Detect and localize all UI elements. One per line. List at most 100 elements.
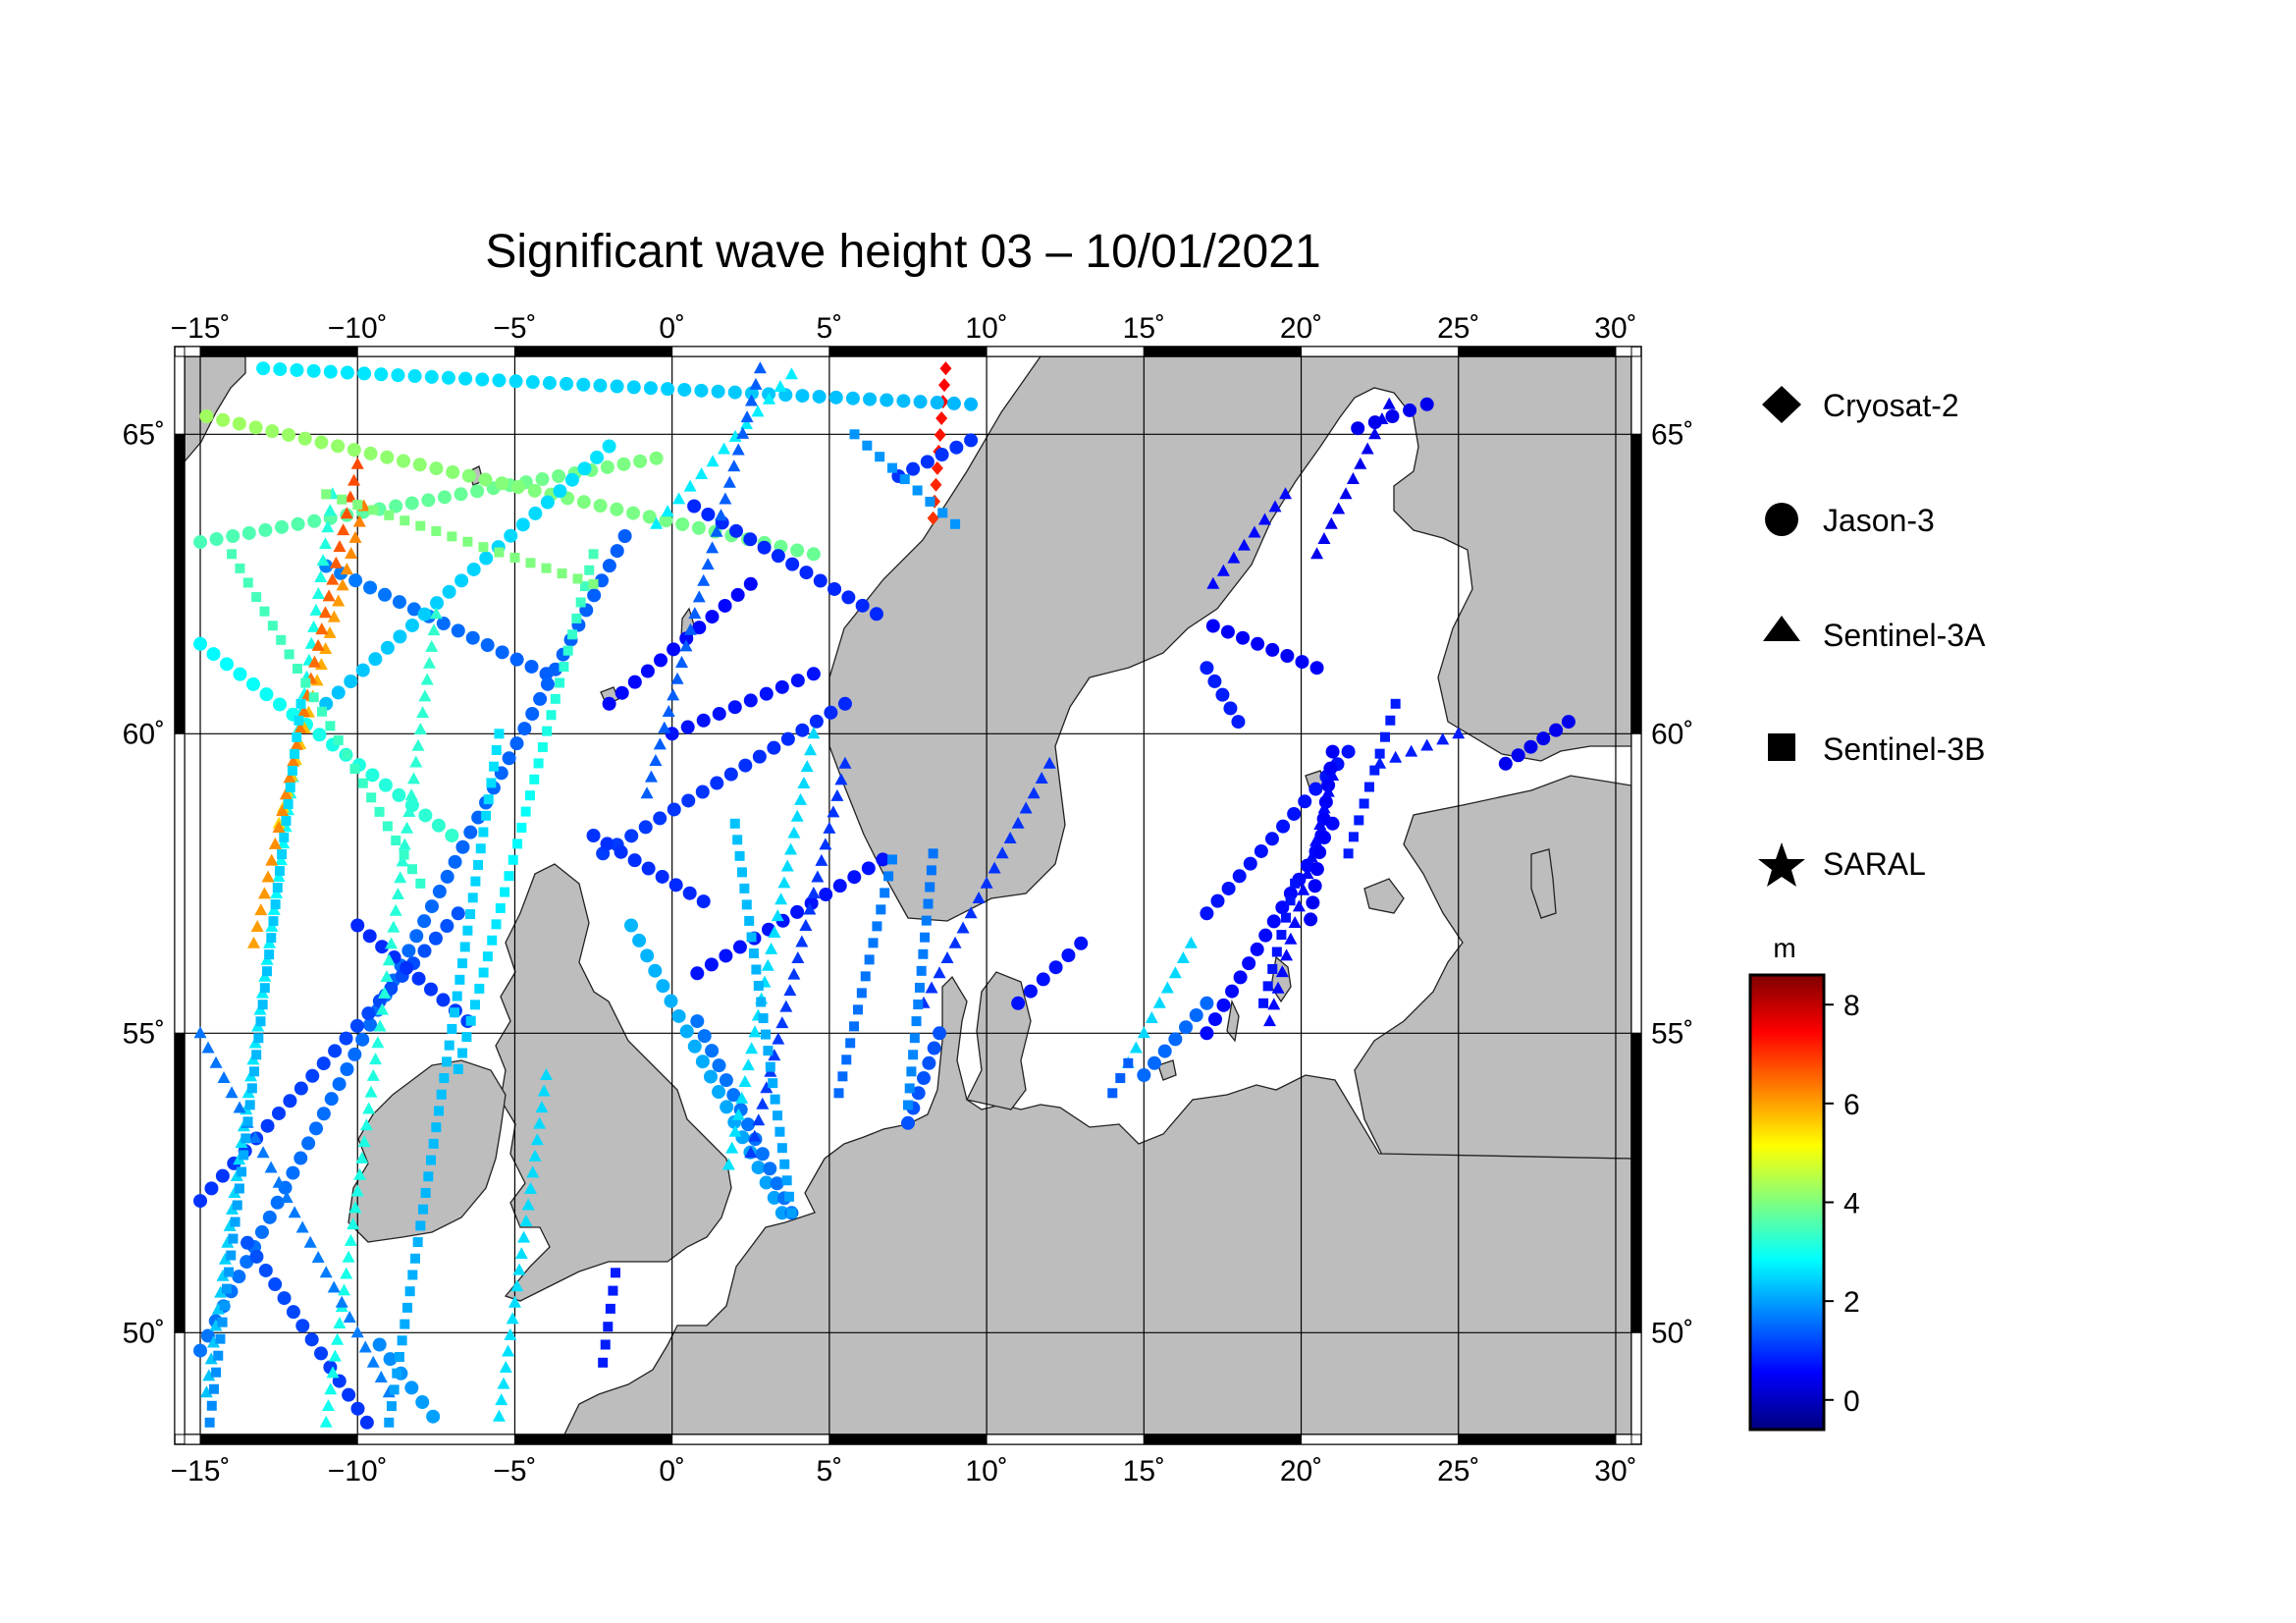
jason-3-point bbox=[220, 657, 235, 672]
sentinel-3a-point bbox=[741, 1058, 755, 1071]
jason-3-point bbox=[332, 1077, 347, 1092]
frame-band-bottom bbox=[513, 1434, 673, 1445]
jason-3-point bbox=[653, 811, 667, 826]
jason-3-point bbox=[1200, 661, 1214, 676]
jason-3-point bbox=[454, 487, 468, 502]
sentinel-3a-point bbox=[1436, 732, 1450, 745]
sentinel-3b-point bbox=[525, 558, 536, 568]
sentinel-3a-point bbox=[1227, 551, 1241, 564]
sentinel-3a-point bbox=[504, 1327, 517, 1340]
jason-3-point bbox=[232, 1270, 246, 1284]
sentinel-3a-point bbox=[248, 1131, 262, 1144]
jason-3-point bbox=[271, 1106, 286, 1120]
sentinel-3a-point bbox=[800, 760, 814, 773]
jason-3-point bbox=[679, 631, 694, 646]
sentinel-3b-point bbox=[774, 1126, 785, 1137]
jason-3-point bbox=[757, 540, 772, 555]
sentinel-3a-point bbox=[756, 1097, 770, 1109]
sentinel-3b-point bbox=[461, 1032, 472, 1043]
jason-3-point bbox=[812, 389, 827, 404]
lat-label-left: 65˚ bbox=[123, 418, 165, 451]
sentinel-3b-point bbox=[567, 629, 578, 640]
frame-band-top bbox=[671, 346, 830, 357]
sentinel-3a-point bbox=[791, 951, 805, 964]
sentinel-3a-point bbox=[784, 842, 798, 855]
sentinel-3a-point bbox=[332, 594, 346, 607]
jason-3-point bbox=[448, 854, 462, 869]
jason-3-point bbox=[204, 1181, 219, 1196]
jason-3-point bbox=[1157, 1044, 1172, 1058]
jason-3-point bbox=[711, 384, 725, 399]
jason-3-point bbox=[361, 1006, 376, 1021]
sentinel-3b-point bbox=[509, 552, 520, 563]
sentinel-3a-point bbox=[748, 1025, 762, 1038]
jason-3-point bbox=[226, 529, 240, 543]
sentinel-3a-point bbox=[319, 1415, 333, 1428]
sentinel-3b-point bbox=[928, 848, 938, 859]
sentinel-3a-point bbox=[326, 572, 340, 585]
sentinel-3b-point bbox=[911, 1016, 922, 1027]
sentinel-3a-point bbox=[644, 770, 658, 783]
sentinel-3b-point bbox=[494, 547, 505, 558]
jason-3-point bbox=[1200, 996, 1214, 1010]
jason-3-point bbox=[209, 532, 224, 547]
jason-3-point bbox=[861, 861, 876, 876]
sentinel-3a-point bbox=[519, 1215, 533, 1227]
sentinel-3a-point bbox=[701, 558, 715, 570]
sentinel-3a-point bbox=[319, 1266, 333, 1278]
jason-3-point bbox=[451, 906, 465, 921]
sentinel-3a-point bbox=[207, 1335, 221, 1348]
longitude-labels-bottom: −15˚ −10˚ −5˚ 0˚ 5˚ 10˚ 15˚ 20˚ 25˚ 30˚ bbox=[171, 1455, 1637, 1488]
jason-3-point bbox=[1221, 881, 1236, 895]
jason-3-point bbox=[324, 1092, 339, 1107]
sentinel-3b-point bbox=[903, 1100, 913, 1110]
sentinel-3b-point bbox=[213, 1350, 224, 1361]
jason-3-point bbox=[1321, 778, 1336, 792]
sentinel-3a-point bbox=[745, 1042, 759, 1055]
jason-3-point bbox=[1011, 996, 1026, 1010]
sentinel-3b-point bbox=[239, 1150, 249, 1161]
colorbar-tick-label: 2 bbox=[1843, 1286, 1860, 1319]
jason-3-point bbox=[262, 1210, 277, 1224]
jason-3-point bbox=[712, 706, 726, 721]
lon-label-bottom: 20˚ bbox=[1280, 1455, 1322, 1488]
jason-3-point bbox=[845, 391, 860, 406]
jason-3-point bbox=[463, 825, 478, 839]
jason-3-point bbox=[339, 1031, 353, 1046]
frame-band-left bbox=[174, 1032, 186, 1333]
jason-3-point bbox=[1232, 869, 1247, 884]
jason-3-point bbox=[1325, 744, 1340, 759]
sentinel-3b-point bbox=[520, 806, 531, 817]
sentinel-3b-point bbox=[253, 1033, 264, 1044]
colorbar-unit: m bbox=[1773, 933, 1795, 963]
sentinel-3a-point bbox=[265, 853, 279, 866]
jason-3-point bbox=[917, 1071, 932, 1086]
sentinel-3b-point bbox=[274, 866, 285, 877]
sentinel-3b-point bbox=[308, 692, 319, 703]
jason-3-point bbox=[316, 1056, 331, 1071]
jason-3-point bbox=[193, 535, 208, 550]
jason-3-point bbox=[906, 461, 921, 476]
jason-3-point bbox=[540, 495, 555, 510]
jason-3-point bbox=[610, 544, 624, 559]
sentinel-3b-point bbox=[516, 822, 527, 833]
jason-3-point bbox=[664, 994, 678, 1008]
sentinel-3a-point bbox=[719, 492, 732, 505]
sentinel-3b-point bbox=[267, 621, 278, 631]
sentinel-3a-point bbox=[523, 1181, 537, 1194]
jason-3-point bbox=[1250, 942, 1264, 956]
sentinel-3a-point bbox=[819, 838, 832, 850]
sentinel-3b-point bbox=[862, 440, 873, 451]
sentinel-3a-point bbox=[280, 1191, 294, 1204]
jason-3-point bbox=[913, 395, 928, 409]
jason-3-point bbox=[1231, 715, 1246, 730]
sentinel-3a-point bbox=[526, 1165, 540, 1178]
jason-3-point bbox=[876, 852, 890, 867]
sentinel-3b-point bbox=[399, 849, 409, 860]
jason-3-point bbox=[576, 377, 591, 392]
sentinel-3b-point bbox=[603, 1322, 614, 1332]
sentinel-3a-point bbox=[530, 1133, 544, 1146]
diamond-icon bbox=[1762, 386, 1801, 423]
sentinel-3a-point bbox=[209, 1319, 223, 1331]
sentinel-3a-point bbox=[1206, 576, 1220, 589]
